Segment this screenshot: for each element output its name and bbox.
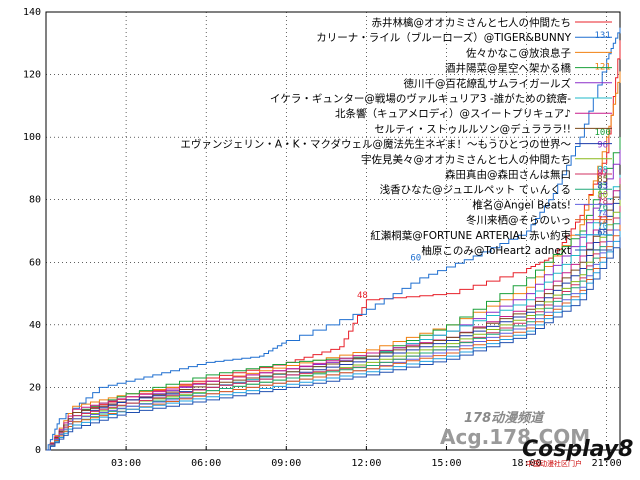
watermark-line1: 178动漫频道 xyxy=(464,411,544,426)
data-label: 83 xyxy=(597,181,608,191)
x-axis-ticks: 03:00 06:00 09:00 12:00 15:00 18:00 21:00 xyxy=(111,446,622,469)
legend-entry-label: 柚原このみ@ToHeart2 adnext xyxy=(421,244,571,257)
watermark-line3: Cosplay8 xyxy=(522,437,634,462)
legend-entry-label: 酒井陽菜@星空へ架かる橋 xyxy=(445,62,571,75)
watermark: 178动漫频道 Acg.178.COM Cosplay8 中国动漫社区门户 xyxy=(430,395,635,477)
legend-entry-label: 宇佐見美々@オオカミさんと七人の仲間たち xyxy=(361,153,571,166)
y-tick-label: 60 xyxy=(29,257,41,268)
y-tick-label: 20 xyxy=(29,382,41,393)
legend-entry-label: 佐々かなこ@放浪息子 xyxy=(466,46,571,59)
data-label: 80 xyxy=(597,191,608,201)
watermark-line4: 中国动漫社区门户 xyxy=(526,460,582,468)
legend: 赤井林檎@オオカミさんと七人の仲間たちカリーナ・ライル（ブルーローズ）@TIGE… xyxy=(180,16,612,257)
watermark-line2: Acg.178.COM xyxy=(440,425,591,449)
series-line xyxy=(46,184,621,451)
x-tick-label: 06:00 xyxy=(191,458,221,469)
y-tick-label: 120 xyxy=(23,70,41,81)
data-label: 70 xyxy=(597,222,608,232)
data-label: 76 xyxy=(597,203,608,213)
y-tick-label: 40 xyxy=(29,320,41,331)
legend-entry-label: 北条響（キュアメロディ）@スイートプリキュア♪ xyxy=(335,107,571,120)
legend-entry-label: エヴァンジェリン・A・K・マクダウェル@魔法先生ネギま！～もうひとつの世界～ xyxy=(180,138,571,151)
legend-entry-label: 赤井林檎@オオカミさんと七人の仲間たち xyxy=(372,16,572,29)
data-label: 48 xyxy=(357,291,368,301)
series-line xyxy=(46,27,621,451)
x-tick-label: 03:00 xyxy=(111,458,141,469)
legend-entry-label: 紅瀬桐葉@FORTUNE ARTERIAL 赤い約束 xyxy=(370,229,571,242)
series-line xyxy=(46,190,621,451)
legend-entry-label: 冬川来栖@そらのいっ xyxy=(466,214,571,227)
data-label: 72 xyxy=(597,216,608,226)
data-label: 100 xyxy=(595,128,611,138)
legend-entry-label: 浅香ひなた@ジュエルペット てぃんくる xyxy=(380,183,571,196)
series-lines xyxy=(46,27,621,451)
legend-entry-label: セルティ・ストゥルルソン@デュラララ!! xyxy=(374,122,571,135)
x-tick-label: 12:00 xyxy=(351,458,381,469)
data-label: 96 xyxy=(597,141,608,151)
y-tick-label: 0 xyxy=(35,445,41,456)
series-line xyxy=(46,224,621,451)
series-line xyxy=(46,71,621,451)
data-label: 68 xyxy=(597,228,608,238)
x-tick-label: 18:00 xyxy=(512,458,542,469)
data-label: 131 xyxy=(595,31,611,41)
data-label: 85 xyxy=(597,175,608,185)
legend-entry-label: イケラ・ギュンター@戦場のヴァルキュリア3 -誰がための銃瘡- xyxy=(270,92,571,105)
legend-entry-label: 徳川千@百花繚乱サムライガールズ xyxy=(404,77,571,90)
data-label: 60 xyxy=(410,253,421,263)
y-tick-label: 140 xyxy=(23,7,41,18)
y-tick-label: 80 xyxy=(29,195,41,206)
series-line xyxy=(46,237,621,451)
y-tick-label: 100 xyxy=(23,132,41,143)
data-label: 78 xyxy=(597,197,608,207)
legend-entry-label: 森田真由@森田さんは無口 xyxy=(445,168,571,181)
series-line xyxy=(46,206,621,451)
series-line xyxy=(46,231,621,451)
data-label: 74 xyxy=(597,209,608,219)
y-axis-ticks: 0 20 40 60 80 100 120 140 xyxy=(23,7,41,456)
x-tick-label: 15:00 xyxy=(431,458,461,469)
legend-entry-label: カリーナ・ライル（ブルーローズ）@TIGER&BUNNY xyxy=(316,31,571,44)
x-tick-label: 21:00 xyxy=(592,458,622,469)
data-label: 88 xyxy=(597,166,608,176)
x-tick-label: 09:00 xyxy=(271,458,301,469)
series-line xyxy=(46,177,621,451)
legend-entry-label: 椎名@Angel Beats! xyxy=(472,198,571,211)
